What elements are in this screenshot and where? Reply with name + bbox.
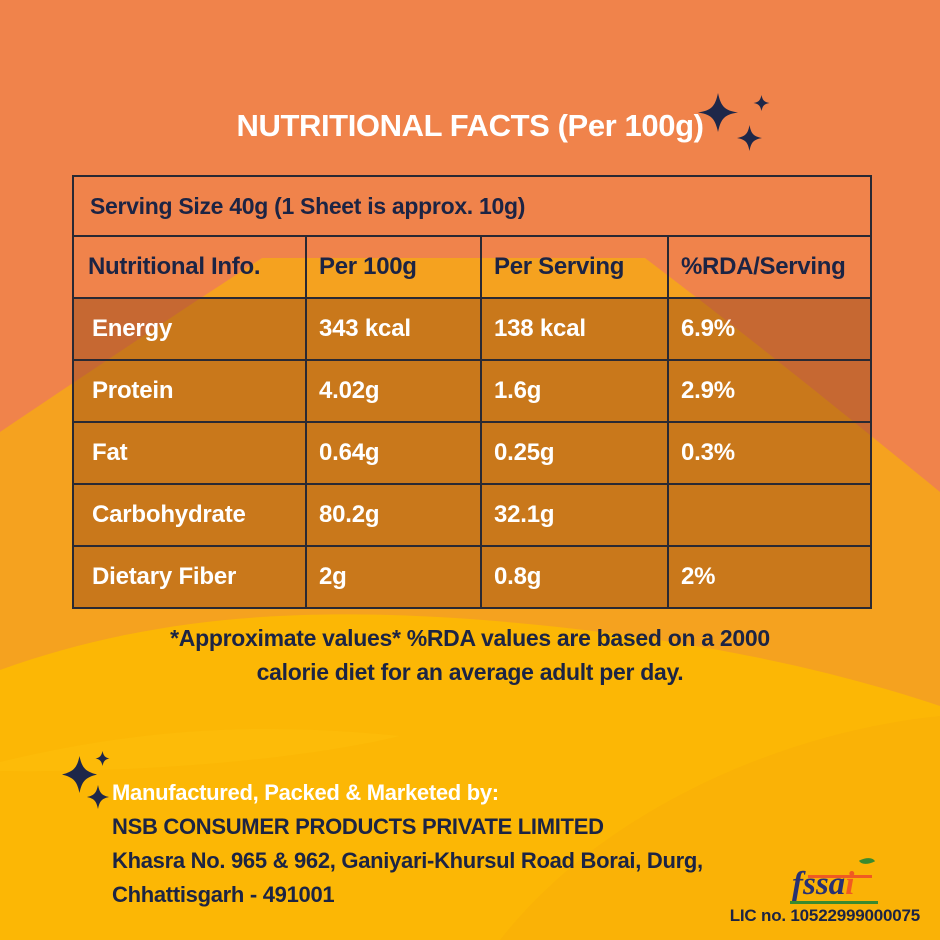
cell-nutrient-name: Energy: [72, 297, 307, 361]
cell-rda: 2%: [666, 545, 873, 609]
fssai-text-i: i: [845, 866, 855, 902]
cell-rda: 6.9%: [666, 297, 873, 361]
cell-nutrient-name: Dietary Fiber: [72, 545, 307, 609]
manufacturer-address-line1: Khasra No. 965 & 962, Ganiyari-Khursul R…: [112, 848, 703, 873]
table-header-row: Nutritional Info. Per 100g Per Serving %…: [72, 235, 873, 299]
table-row-carbohydrate: Carbohydrate 80.2g 32.1g: [72, 483, 873, 547]
table-row-fat: Fat 0.64g 0.25g 0.3%: [72, 421, 873, 485]
nutrition-table: Serving Size 40g (1 Sheet is approx. 10g…: [71, 175, 873, 609]
fssai-bottom-rule: [790, 901, 878, 904]
cell-per-100g: 343 kcal: [305, 297, 482, 361]
page-title: NUTRITIONAL FACTS (Per 100g): [236, 108, 704, 143]
rda-note: *Approximate values* %RDA values are bas…: [0, 621, 940, 689]
cell-per-100g: 80.2g: [305, 483, 482, 547]
col-header-per-100g: Per 100g: [305, 235, 482, 299]
fssai-text-fssa: fssa: [792, 866, 846, 902]
serving-size-row: Serving Size 40g (1 Sheet is approx. 10g…: [71, 175, 873, 237]
col-header-rda: %RDA/Serving: [666, 235, 873, 299]
table-row-protein: Protein 4.02g 1.6g 2.9%: [72, 359, 873, 423]
cell-per-100g: 2g: [305, 545, 482, 609]
manufacturer-address-line2: Chhattisgarh - 491001: [112, 882, 335, 907]
cell-per-serving: 138 kcal: [480, 297, 669, 361]
cell-per-100g: 4.02g: [305, 359, 482, 423]
leaf-icon: [858, 854, 876, 868]
manufacturer-block: Manufactured, Packed & Marketed by: NSB …: [62, 751, 703, 912]
cell-rda: [666, 483, 873, 547]
rda-note-line1: *Approximate values* %RDA values are bas…: [170, 625, 770, 651]
table-row-dietary-fiber: Dietary Fiber 2g 0.8g 2%: [72, 545, 873, 609]
cell-nutrient-name: Protein: [72, 359, 307, 423]
col-header-per-serving: Per Serving: [480, 235, 669, 299]
col-header-nutritional-info: Nutritional Info.: [72, 235, 307, 299]
cell-per-serving: 1.6g: [480, 359, 669, 423]
cell-per-serving: 32.1g: [480, 483, 669, 547]
fssai-top-rule: [808, 875, 872, 878]
cell-per-serving: 0.25g: [480, 421, 669, 485]
serving-size-text: Serving Size 40g (1 Sheet is approx. 10g…: [71, 175, 873, 237]
manufacturer-heading: Manufactured, Packed & Marketed by:: [112, 780, 499, 805]
rda-note-line2: calorie diet for an average adult per da…: [256, 659, 684, 685]
fssai-license-number: LIC no. 10522999000075: [729, 906, 920, 925]
fssai-logo: fssai: [790, 854, 878, 906]
cell-rda: 2.9%: [666, 359, 873, 423]
manufacturer-company: NSB CONSUMER PRODUCTS PRIVATE LIMITED: [112, 814, 604, 839]
table-row-energy: Energy 343 kcal 138 kcal 6.9%: [72, 297, 873, 361]
cell-nutrient-name: Fat: [72, 421, 307, 485]
cell-rda: 0.3%: [666, 421, 873, 485]
cell-per-100g: 0.64g: [305, 421, 482, 485]
sparkles-icon: [62, 751, 110, 809]
cell-per-serving: 0.8g: [480, 545, 669, 609]
cell-nutrient-name: Carbohydrate: [72, 483, 307, 547]
fssai-wordmark: fssai: [792, 868, 854, 901]
title-row: NUTRITIONAL FACTS (Per 100g): [0, 93, 940, 151]
sparkles-icon: [698, 93, 770, 151]
